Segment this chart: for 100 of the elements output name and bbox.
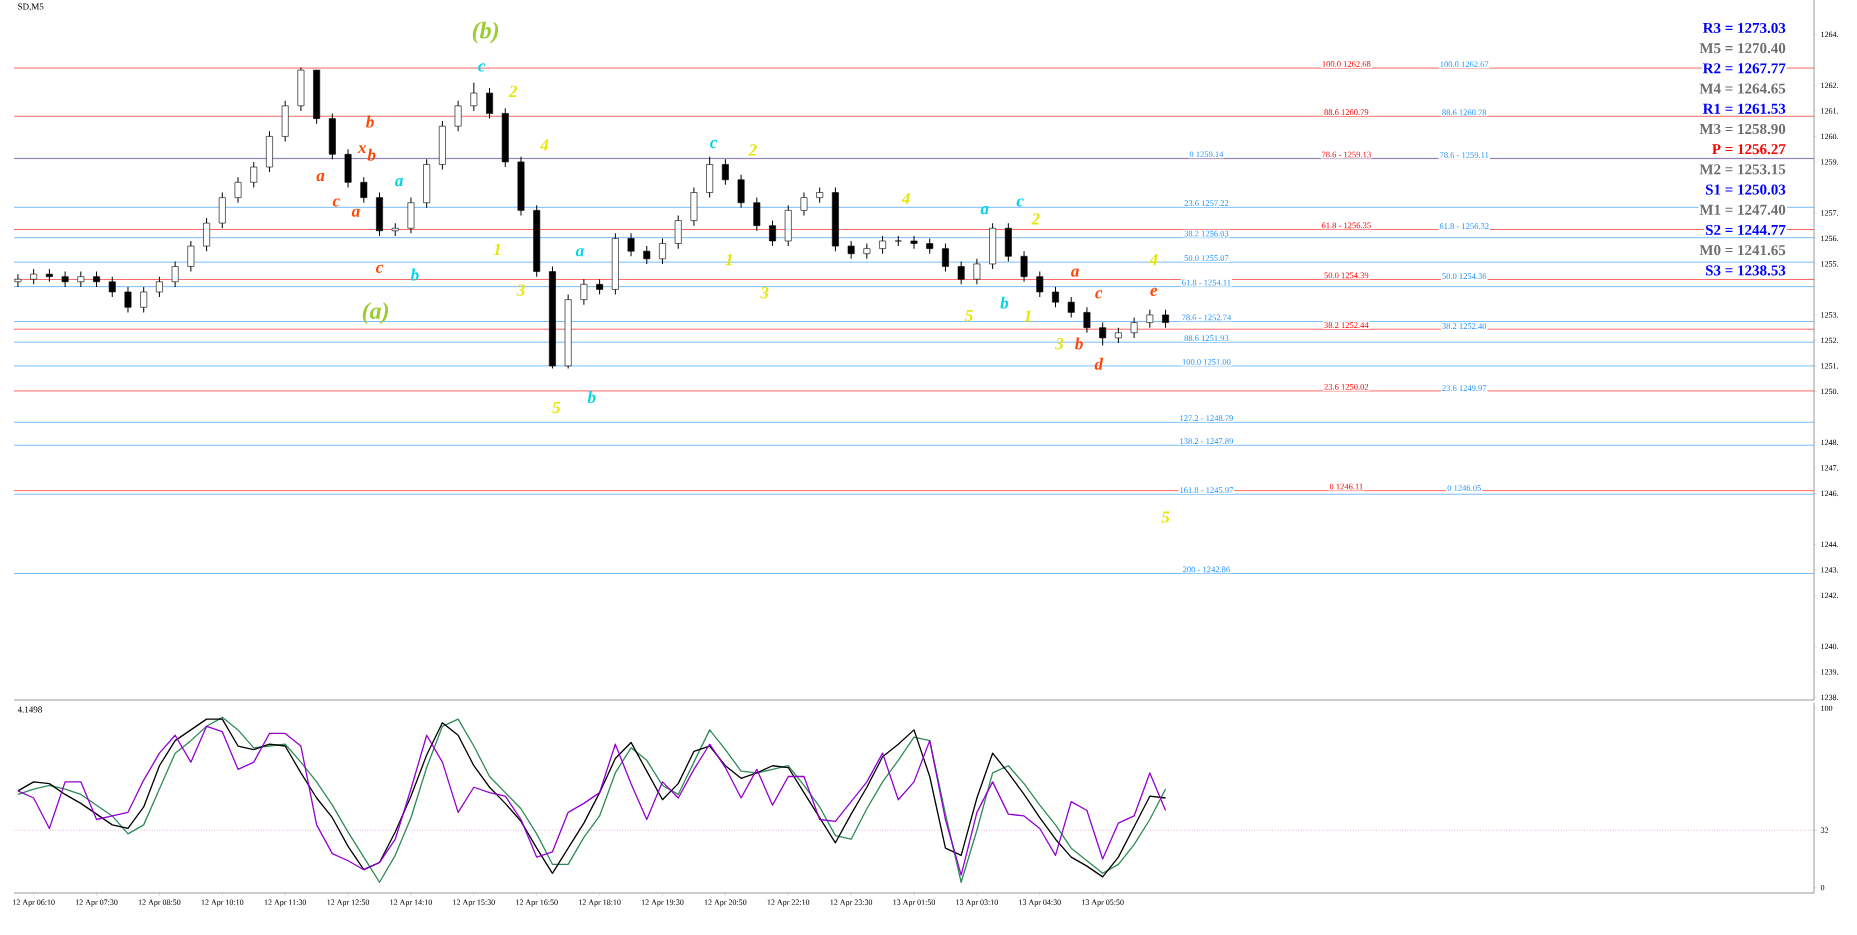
x-tick-label: 12 Apr 16:50 xyxy=(516,899,558,907)
y-tick-label: 1247. xyxy=(1821,465,1839,471)
annotation: c xyxy=(478,63,486,72)
annotation: 3 xyxy=(516,284,525,296)
annotation: 1 xyxy=(1024,310,1031,322)
annotation: a xyxy=(980,206,989,215)
annotation: M4 = 1264.65 xyxy=(1699,83,1786,94)
y-tick-label: 1244. xyxy=(1821,541,1839,548)
annotation: b xyxy=(587,391,596,403)
y-tick-label: 1243. xyxy=(1821,567,1839,573)
annotation: S1 = 1250.03 xyxy=(1705,184,1786,195)
annotation: 0 1246.05 xyxy=(1447,485,1481,491)
annotation: M3 = 1258.90 xyxy=(1699,123,1786,135)
x-tick-label: 12 Apr 10:10 xyxy=(201,899,244,907)
annotation: 100.0 1251.00 xyxy=(1182,358,1231,365)
annotation: 3 xyxy=(760,287,769,299)
annotation: (b) xyxy=(472,21,499,44)
y-tick-label: 1260. xyxy=(1821,133,1839,140)
annotation: a xyxy=(316,172,325,182)
annotation: 61.8 - 1256.32 xyxy=(1439,223,1489,230)
annotation: 0 1259.14 xyxy=(1189,151,1224,158)
x-tick-label: 13 Apr 01:50 xyxy=(893,899,936,907)
annotation: 50.0 1254.36 xyxy=(1442,273,1487,280)
annotation: c xyxy=(1095,290,1103,299)
annotation: S3 = 1238.53 xyxy=(1705,265,1786,276)
annotation: 38.2 1252.40 xyxy=(1442,323,1487,330)
annotation: 4 xyxy=(540,139,549,151)
annotation: a xyxy=(351,208,360,217)
y-tick-label: 1255. xyxy=(1821,261,1839,267)
annotation: S2 = 1244.77 xyxy=(1705,224,1786,236)
y-tick-label: 1257. xyxy=(1821,210,1839,216)
annotation: b xyxy=(367,148,376,161)
annotation: 78.6 - 1259.11 xyxy=(1440,152,1489,158)
annotation: 23.6 1250.02 xyxy=(1324,383,1369,390)
x-tick-label: 12 Apr 14:10 xyxy=(390,899,432,907)
annotation: b xyxy=(1000,296,1009,309)
annotation: 200 - 1242.86 xyxy=(1183,566,1230,573)
annotation: 1 xyxy=(493,243,500,256)
annotation: P = 1256.27 xyxy=(1712,144,1786,155)
y-tick-label: 32 xyxy=(1820,827,1829,833)
annotation: 2 xyxy=(748,144,757,156)
annotation: 2 xyxy=(1031,213,1040,225)
annotation: 4 xyxy=(901,192,910,205)
y-tick-label: 1246. xyxy=(1821,490,1839,497)
annotation: c xyxy=(1016,198,1024,207)
annotation: 61.8 - 1256.35 xyxy=(1321,222,1371,229)
y-tick-label: 1264. xyxy=(1821,31,1839,38)
y-tick-label: 1250. xyxy=(1821,388,1839,395)
annotation: 23.6 1257.22 xyxy=(1184,200,1229,207)
annotation: c xyxy=(710,139,718,148)
x-tick-label: 12 Apr 11:30 xyxy=(264,899,307,907)
x-tick-label: 12 Apr 22:10 xyxy=(767,899,810,907)
annotation: d xyxy=(1094,357,1104,370)
annotation: b xyxy=(410,268,419,281)
y-tick-label: 100 xyxy=(1821,705,1833,712)
x-tick-label: 12 Apr 23:30 xyxy=(830,899,873,907)
annotation: 61.8 - 1254.11 xyxy=(1182,279,1231,286)
y-tick-label: 1239. xyxy=(1821,669,1839,675)
annotation: 127.2 - 1248.79 xyxy=(1180,415,1233,422)
annotation: 88.6 1260.78 xyxy=(1442,109,1487,116)
annotation: M0 = 1241.65 xyxy=(1699,245,1786,256)
y-tick-label: 1251. xyxy=(1821,363,1839,369)
annotation: 23.6 1249.97 xyxy=(1442,385,1487,391)
y-tick-label: 1256. xyxy=(1821,235,1839,242)
y-tick-label: 1240. xyxy=(1821,643,1839,650)
annotation: R3 = 1273.03 xyxy=(1702,22,1786,34)
x-tick-label: 12 Apr 07:30 xyxy=(75,899,118,907)
annotation: R2 = 1267.77 xyxy=(1702,63,1786,74)
chart-title: SD,M5 xyxy=(18,3,44,11)
annotation: (a) xyxy=(362,302,389,324)
x-tick-label: 12 Apr 06:10 xyxy=(13,899,55,907)
annotation: M5 = 1270.40 xyxy=(1699,43,1786,54)
annotation: 1 xyxy=(725,254,732,266)
annotation: x xyxy=(357,145,367,154)
annotation: 2 xyxy=(508,85,517,97)
y-tick-label: 1242. xyxy=(1821,592,1839,599)
annotation: c xyxy=(375,264,384,273)
annotation: 138.2 - 1247.89 xyxy=(1180,438,1233,445)
y-tick-label: 1259. xyxy=(1821,159,1839,165)
annotation: 78.6 - 1252.74 xyxy=(1182,314,1232,321)
annotation: 5 xyxy=(552,401,561,414)
annotation: 5 xyxy=(1161,511,1170,523)
x-tick-label: 12 Apr 12:50 xyxy=(327,899,370,907)
annotation: b xyxy=(366,115,374,128)
y-tick-label: 1261. xyxy=(1821,108,1839,114)
x-tick-label: 12 Apr 08:50 xyxy=(138,899,181,907)
annotation: 0 1246.11 xyxy=(1329,483,1363,490)
chart-title: 4.1498 xyxy=(17,706,42,713)
annotation: 88.6 1251.93 xyxy=(1184,335,1229,342)
annotation: 100.0 1262.67 xyxy=(1440,61,1489,68)
annotation: a xyxy=(575,248,584,257)
y-tick-label: 1262. xyxy=(1821,82,1839,89)
y-tick-label: 1238. xyxy=(1821,694,1839,701)
annotation: M1 = 1247.40 xyxy=(1699,204,1786,215)
annotation: 3 xyxy=(1055,338,1064,350)
annotation: 38.2 1252.44 xyxy=(1324,322,1369,329)
annotation: e xyxy=(1150,287,1158,296)
y-tick-label: 1248. xyxy=(1821,439,1839,446)
annotation: c xyxy=(332,198,340,207)
annotation: b xyxy=(1075,337,1083,350)
